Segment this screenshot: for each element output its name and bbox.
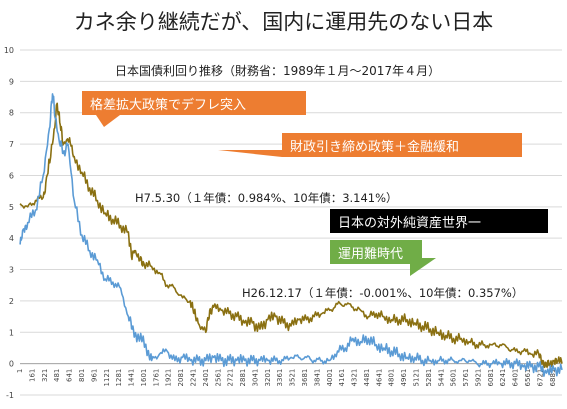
x-tick-label: 321 — [41, 369, 49, 382]
x-tick-label: 6241 — [499, 369, 507, 387]
x-tick-label: 3681 — [301, 369, 309, 387]
y-tick-label: -1 — [6, 391, 14, 400]
x-tick-label: 6881 — [549, 369, 557, 387]
y-tick-label: 6 — [9, 171, 14, 180]
callout-investment-difficulty: 運用難時代 — [330, 240, 422, 264]
x-tick-label: 4801 — [388, 369, 396, 387]
chart-series — [19, 93, 563, 377]
x-tick-label: 6721 — [536, 369, 544, 387]
y-tick-label: 0 — [9, 360, 14, 369]
x-tick-label: 2401 — [202, 369, 210, 387]
x-tick-label: 6561 — [524, 369, 532, 387]
x-tick-label: 3361 — [276, 369, 284, 387]
x-tick-label: 5121 — [413, 369, 421, 387]
x-tick-label: 4161 — [338, 369, 346, 387]
x-tick-label: 4321 — [351, 369, 359, 387]
x-tick-label: 5921 — [474, 369, 482, 387]
y-tick-label: 2 — [9, 297, 14, 306]
y-tick-label: 9 — [9, 77, 14, 86]
x-tick-label: 1281 — [115, 369, 123, 387]
callout-investment-pointer — [410, 258, 436, 276]
y-tick-label: 5 — [9, 203, 14, 212]
x-tick-label: 1921 — [165, 369, 173, 387]
x-tick-label: 801 — [78, 369, 86, 382]
callout-fiscal-pointer — [218, 150, 282, 157]
x-tick-label: 481 — [53, 369, 61, 382]
series-line-1 — [19, 102, 563, 369]
y-tick-label: 3 — [9, 266, 14, 275]
x-tick-label: 4641 — [375, 369, 383, 387]
x-tick-label: 1 — [16, 369, 24, 373]
note-h7: H7.5.30（１年債：0.984%、10年債：3.141%） — [135, 191, 398, 205]
x-tick-label: 5601 — [450, 369, 458, 387]
y-tick-label: 7 — [9, 140, 14, 149]
chart-subtitle: 日本国債利回り推移（財務省：1989年１月～2017年４月） — [115, 64, 441, 78]
page-title: カネ余り継続だが、国内に運用先のない日本 — [73, 10, 494, 34]
x-tick-label: 161 — [28, 369, 36, 382]
callout-deflation: 格差拡大政策でデフレ突入 — [82, 91, 306, 115]
x-tick-label: 1601 — [140, 369, 148, 387]
x-tick-label: 2881 — [239, 369, 247, 387]
y-tick-label: 4 — [9, 234, 14, 243]
x-tick-label: 2241 — [190, 369, 198, 387]
x-tick-label: 3521 — [289, 369, 297, 387]
x-tick-label: 4001 — [326, 369, 334, 387]
x-tick-label: 6401 — [512, 369, 520, 387]
x-tick-label: 5761 — [462, 369, 470, 387]
series-line-2 — [19, 93, 563, 377]
x-tick-label: 4961 — [400, 369, 408, 387]
x-tick-label: 2721 — [227, 369, 235, 387]
x-tick-label: 3201 — [264, 369, 272, 387]
callout-fiscal-tightening: 財政引き締め政策＋金融緩和 — [282, 133, 522, 157]
y-tick-label: 1 — [9, 328, 14, 337]
y-tick-label: 8 — [9, 109, 14, 118]
y-tick-label: 10 — [4, 46, 14, 55]
x-tick-label: 3841 — [313, 369, 321, 387]
x-tick-label: 1761 — [152, 369, 160, 387]
x-tick-label: 5281 — [425, 369, 433, 387]
x-tick-label: 4481 — [363, 369, 371, 387]
x-tick-label: 6081 — [487, 369, 495, 387]
callout-net-assets: 日本の対外純資産世界一 — [330, 209, 548, 233]
x-axis-ticks: 1 161 321 481 641 801 961 1121 1281 1441 1601 1761 1… — [16, 369, 557, 387]
x-tick-label: 1121 — [103, 369, 111, 387]
x-tick-label: 961 — [90, 369, 98, 382]
note-h26: H26.12.17（１年債：-0.001%、10年債：0.357%） — [242, 286, 524, 300]
x-tick-label: 5441 — [437, 369, 445, 387]
x-tick-label: 2081 — [177, 369, 185, 387]
x-tick-label: 3041 — [251, 369, 259, 387]
x-tick-label: 1441 — [128, 369, 136, 387]
x-tick-label: 641 — [66, 369, 74, 382]
callout-deflation-pointer — [96, 115, 120, 127]
x-tick-label: 2561 — [214, 369, 222, 387]
y-axis-ticks: -1 0 1 2 3 4 5 6 7 8 9 10 — [4, 46, 14, 400]
